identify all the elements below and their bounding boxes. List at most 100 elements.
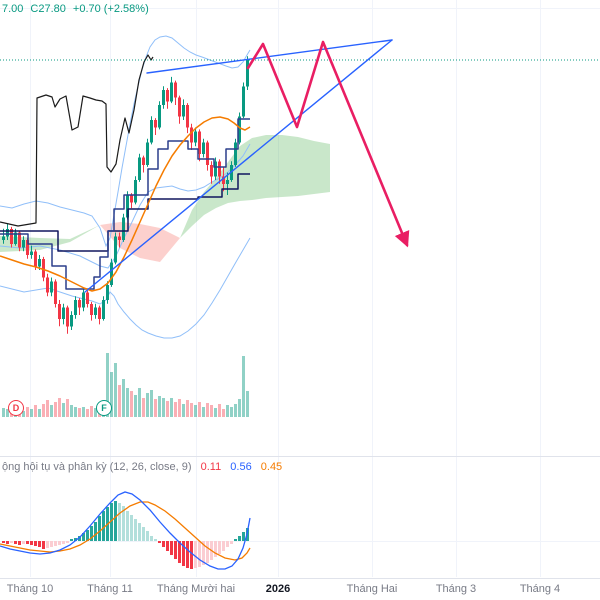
macd-histogram-bar — [82, 533, 85, 541]
macd-histogram-bar — [182, 541, 185, 566]
candle-body — [122, 217, 125, 240]
volume-bar — [206, 403, 209, 417]
macd-histogram-bar — [218, 541, 221, 554]
candle-body — [226, 180, 229, 184]
volume-bar — [174, 402, 177, 417]
volume-bar — [2, 408, 5, 417]
compare-line[interactable] — [0, 54, 154, 227]
macd-histogram-bar — [114, 501, 117, 541]
candle-body — [90, 303, 93, 315]
volume-bar — [142, 398, 145, 417]
volume-bar — [154, 399, 157, 417]
volume-bar — [58, 398, 61, 417]
macd-signal-value: 0.45 — [260, 461, 283, 473]
macd-legend: ộng hội tụ và phân kỳ (12, 26, close, 9)… — [2, 461, 282, 473]
macd-histogram-bar — [18, 541, 21, 545]
volume-bar — [86, 409, 89, 417]
macd-line[interactable] — [0, 491, 251, 570]
volume-bar — [22, 411, 25, 417]
time-axis[interactable]: Tháng 10 Tháng 11 Tháng Mười hai 2026 Tháng … — [0, 578, 600, 600]
candle-body — [110, 262, 113, 285]
ichimoku-conversion-line[interactable] — [0, 118, 250, 290]
volume-bar — [210, 405, 213, 417]
macd-histogram-bar — [2, 541, 5, 543]
volume-bar — [54, 402, 57, 417]
volume-bar — [190, 403, 193, 417]
macd-histogram-bar — [58, 541, 61, 545]
candle-body — [206, 142, 209, 165]
candle-body — [54, 281, 57, 304]
trendline-lower[interactable] — [84, 39, 393, 293]
macd-histogram-value: 0.11 — [200, 461, 222, 473]
candle-body — [50, 281, 53, 293]
ichimoku-cloud-green[interactable] — [180, 135, 330, 238]
macd-histogram-bar — [158, 541, 161, 543]
macd-histogram-bar — [178, 541, 181, 563]
volume-bar — [178, 399, 181, 417]
candle-body — [14, 232, 17, 244]
macd-histogram-bar — [74, 538, 77, 541]
volume-bar — [130, 391, 133, 417]
macd-histogram-bar — [10, 541, 13, 543]
macd-histogram-bar — [142, 527, 145, 541]
candle-body — [46, 277, 49, 293]
volume-bar — [38, 409, 41, 417]
macd-histogram-bar — [110, 503, 113, 541]
volume-bar — [110, 372, 113, 417]
volume-bar — [182, 404, 185, 417]
volume-bar — [70, 405, 73, 417]
candle-body — [202, 142, 205, 154]
macd-histogram-bar — [226, 541, 229, 547]
candle-body — [114, 236, 117, 263]
macd-signal-line[interactable] — [0, 501, 251, 561]
candle-body — [34, 251, 37, 267]
legend-change: +0.70 (+2.58%) — [72, 3, 149, 15]
time-axis-label: Tháng 4 — [519, 583, 561, 595]
candle-body — [182, 105, 185, 117]
macd-histogram-bar — [34, 541, 37, 546]
candle-body — [238, 116, 241, 143]
macd-histogram-bar — [206, 541, 209, 563]
macd-histogram-bar — [174, 541, 177, 559]
candle-body — [166, 90, 169, 102]
volume-bar — [166, 401, 169, 417]
volume-bar — [222, 409, 225, 417]
bollinger-upper[interactable] — [0, 35, 251, 248]
candle-body — [210, 165, 213, 177]
financials-marker[interactable]: F — [96, 400, 112, 416]
macd-histogram-bar — [26, 541, 29, 544]
volume-bar — [238, 399, 241, 417]
bollinger-lower[interactable] — [0, 237, 251, 339]
candle-body — [186, 105, 189, 128]
macd-indicator-title[interactable]: ộng hội tụ và phân kỳ (12, 26, close, 9) — [2, 461, 192, 473]
macd-histogram-bar — [222, 541, 225, 551]
dividend-marker[interactable]: D — [8, 400, 24, 416]
macd-histogram-bar — [66, 541, 69, 543]
candle-body — [134, 180, 137, 203]
volume-bar — [34, 405, 37, 417]
ema-line[interactable] — [0, 116, 251, 292]
macd-histogram-bar — [134, 519, 137, 541]
macd-histogram-bar — [138, 523, 141, 541]
forecast-zigzag-arrow[interactable] — [246, 40, 410, 248]
time-axis-label: Tháng 3 — [435, 583, 477, 595]
candle-body — [242, 86, 245, 117]
candle-body — [106, 285, 109, 300]
macd-histogram-bar — [86, 530, 89, 541]
time-axis-label: Tháng 10 — [6, 583, 54, 595]
volume-bar — [50, 405, 53, 417]
volume-bar — [62, 403, 65, 417]
candle-body — [6, 228, 9, 237]
candle-body — [130, 195, 133, 203]
volume-bar — [158, 396, 161, 417]
macd-histogram-bar — [126, 511, 129, 541]
candle-body — [18, 232, 21, 248]
macd-histogram-bar — [78, 536, 81, 541]
volume-bar — [94, 408, 97, 417]
price-legend: 7.00 C27.80 +0.70 (+2.58%) — [2, 3, 156, 15]
ichimoku-cloud-red[interactable] — [100, 222, 180, 262]
chart-canvas[interactable] — [0, 0, 600, 578]
macd-histogram-bar — [94, 522, 97, 541]
volume-bar — [186, 400, 189, 417]
macd-histogram-bar — [238, 536, 241, 541]
